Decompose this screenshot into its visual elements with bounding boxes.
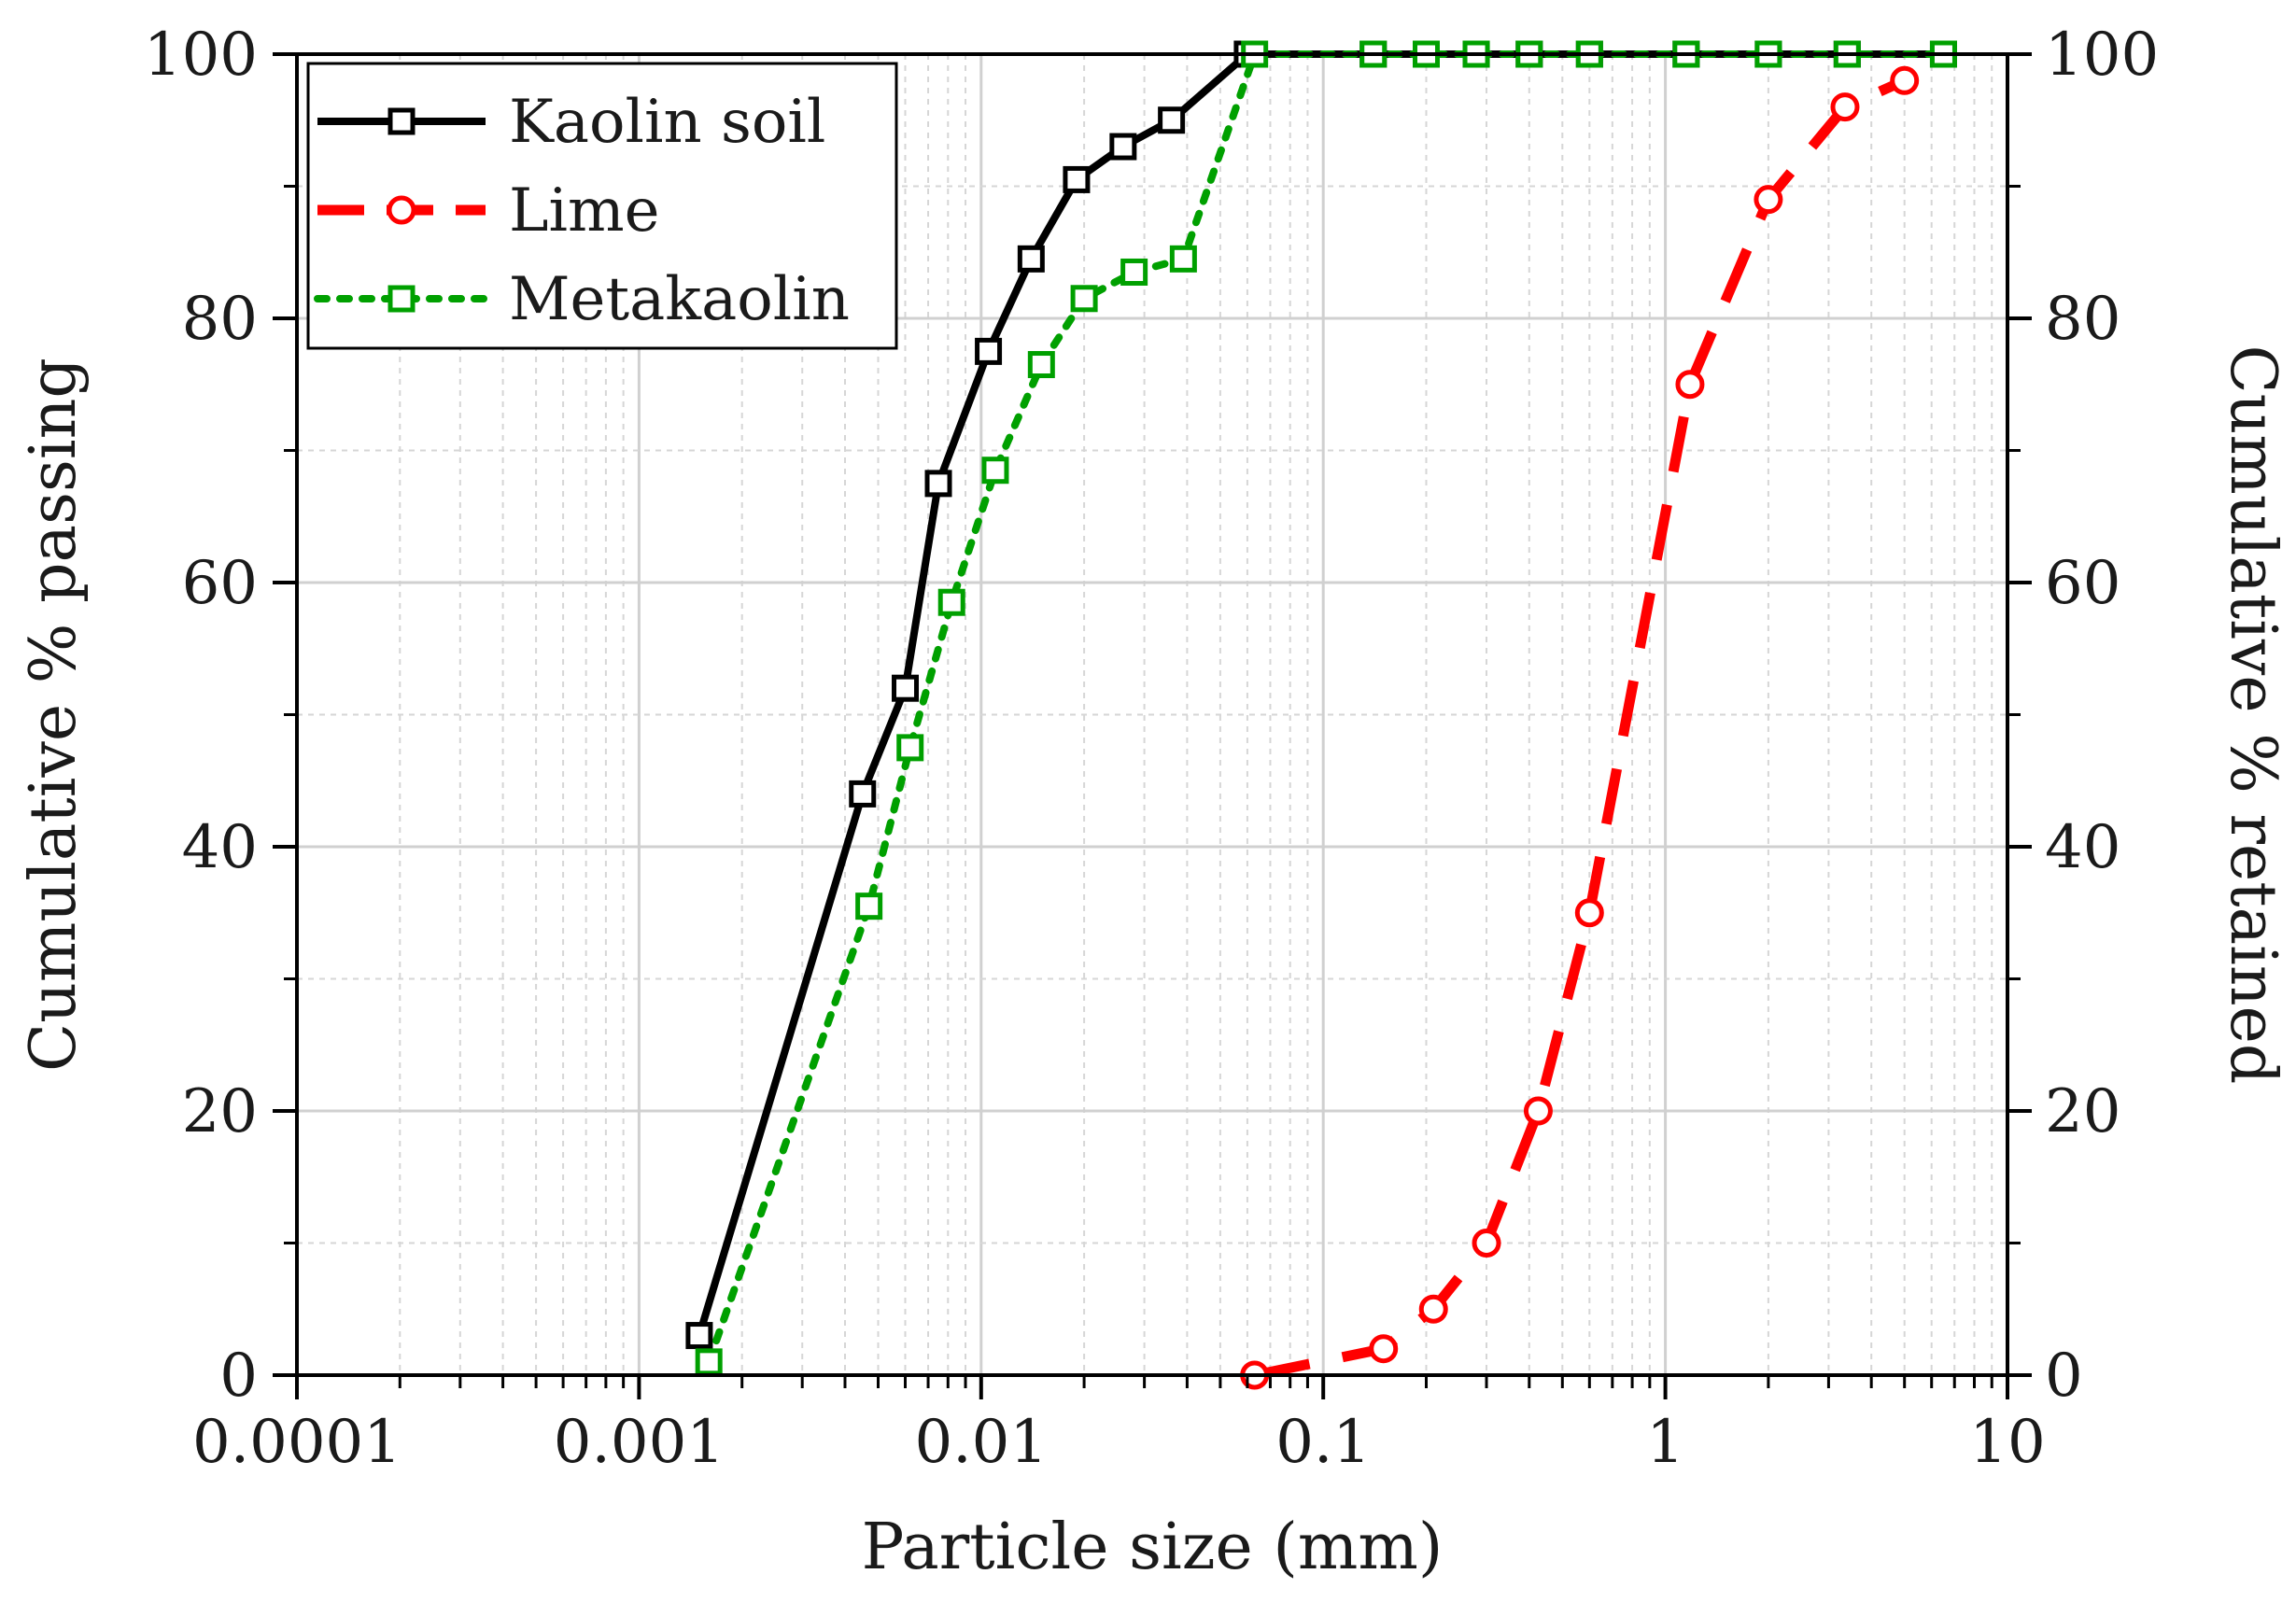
axes-layer: 0.0001 0.001 0.01 0.1 1 100204060801000204060… bbox=[17, 21, 2289, 1584]
data-point bbox=[1369, 1334, 1399, 1364]
legend-marker-0 bbox=[387, 107, 416, 135]
y-tick-label: 40 bbox=[182, 813, 258, 882]
y2-tick-label: 0 bbox=[2045, 1342, 2083, 1411]
x-tick-label: 0.1 bbox=[1275, 1408, 1371, 1477]
data-point bbox=[1472, 1229, 1501, 1258]
x-tick-label: 0.001 bbox=[554, 1408, 725, 1477]
y-tick-label: 60 bbox=[182, 549, 258, 618]
legend-layer: Kaolin soil Lime Metakaolin bbox=[306, 62, 898, 350]
x-tick-label: 10 bbox=[1969, 1408, 2045, 1477]
y-tick-label: 0 bbox=[219, 1342, 258, 1411]
data-point bbox=[1830, 92, 1860, 122]
data-point bbox=[981, 457, 1009, 485]
data-point bbox=[685, 1322, 713, 1350]
x-tick-label: 0.01 bbox=[915, 1408, 1049, 1477]
data-point bbox=[924, 470, 952, 498]
x-tick-label: 1 bbox=[1646, 1408, 1684, 1477]
data-point bbox=[937, 588, 965, 616]
data-point bbox=[1169, 245, 1197, 273]
data-point bbox=[1109, 133, 1137, 161]
y-tick-label: 20 bbox=[182, 1077, 258, 1146]
data-point bbox=[1523, 1096, 1553, 1126]
legend-marker-2 bbox=[387, 285, 416, 313]
y-axis-title: Cumulative % passing bbox=[17, 358, 91, 1072]
legend-marker-1 bbox=[387, 195, 416, 225]
data-point bbox=[1017, 245, 1045, 273]
legend-label-2: Metakaolin bbox=[509, 265, 850, 334]
data-point bbox=[1070, 285, 1098, 313]
y2-tick-label: 80 bbox=[2045, 285, 2120, 354]
y2-tick-label: 60 bbox=[2045, 549, 2120, 618]
data-point bbox=[849, 780, 877, 808]
y2-axis-title: Cumulative % retained bbox=[2216, 345, 2289, 1085]
y2-tick-label: 20 bbox=[2045, 1077, 2120, 1146]
legend-label-0: Kaolin soil bbox=[509, 88, 825, 157]
data-point bbox=[1120, 258, 1148, 286]
data-point bbox=[896, 734, 924, 762]
data-point bbox=[1574, 898, 1604, 928]
data-point bbox=[1754, 185, 1783, 215]
y2-tick-label: 40 bbox=[2045, 813, 2120, 882]
data-point bbox=[855, 892, 883, 920]
data-point bbox=[1158, 106, 1186, 134]
data-point bbox=[975, 337, 1003, 365]
x-tick-label: 0.0001 bbox=[192, 1408, 401, 1477]
y-tick-label: 100 bbox=[144, 21, 258, 90]
legend-label-1: Lime bbox=[509, 176, 660, 246]
y2-tick-label: 100 bbox=[2045, 21, 2159, 90]
data-point bbox=[695, 1348, 723, 1376]
x-axis-title: Particle size (mm) bbox=[862, 1511, 1444, 1584]
y-tick-label: 80 bbox=[182, 285, 258, 354]
data-point bbox=[892, 674, 920, 702]
data-point bbox=[1418, 1294, 1448, 1324]
data-point bbox=[1027, 351, 1055, 379]
data-point bbox=[1890, 65, 1920, 95]
data-point bbox=[1675, 370, 1705, 400]
data-point bbox=[1063, 165, 1091, 193]
